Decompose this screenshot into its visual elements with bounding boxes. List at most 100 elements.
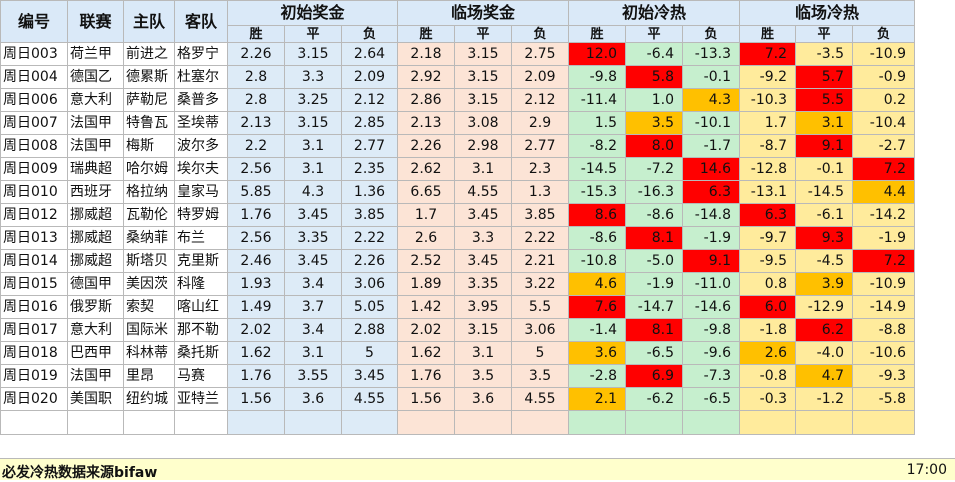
table-row: 周日019 法国甲 里昂 马赛 1.76 3.55 3.45 1.76 3.5 3.5 -2.8 6.… [0, 364, 915, 388]
league: 俄罗斯 [67, 295, 124, 319]
away-team: 科隆 [174, 272, 228, 296]
live-cold-draw: 4.7 [795, 364, 853, 388]
initial-bonus-lose: 2.09 [341, 65, 398, 89]
league: 美国职 [67, 387, 124, 411]
initial-bonus-lose: 3.06 [341, 272, 398, 296]
live-bonus-lose: 2.22 [511, 226, 569, 250]
sub-lose: 负 [852, 25, 915, 43]
initial-cold-draw: 3.5 [625, 111, 683, 135]
blank-cell [739, 410, 796, 435]
initial-bonus-lose: 3.45 [341, 364, 398, 388]
home-team: 德累斯 [123, 65, 175, 89]
live-bonus-lose: 5.5 [511, 295, 569, 319]
live-bonus-win: 1.62 [397, 341, 455, 365]
sub-draw: 平 [454, 25, 512, 43]
live-cold-draw: -0.1 [795, 157, 853, 181]
sub-lose: 负 [511, 25, 569, 43]
live-bonus-win: 1.42 [397, 295, 455, 319]
initial-cold-draw: 1.0 [625, 88, 683, 112]
header-row: 编号 联赛 主队 客队 初始奖金 临场奖金 初始冷热 临场冷热 [0, 0, 915, 43]
live-bonus-draw: 3.95 [454, 295, 512, 319]
header-id: 编号 [0, 0, 68, 43]
blank-cell [123, 410, 175, 435]
live-bonus-lose: 3.5 [511, 364, 569, 388]
header-initial-bonus: 初始奖金 [227, 0, 398, 26]
live-cold-draw: -1.2 [795, 387, 853, 411]
league: 德国甲 [67, 272, 124, 296]
initial-bonus-win: 1.76 [227, 364, 285, 388]
initial-bonus-lose: 2.88 [341, 318, 398, 342]
blank-cell [67, 410, 124, 435]
header-league: 联赛 [67, 0, 124, 43]
initial-cold-win: 12.0 [568, 42, 626, 66]
live-cold-lose: 7.2 [852, 249, 915, 273]
initial-cold-win: -9.8 [568, 65, 626, 89]
sub-draw: 平 [795, 25, 853, 43]
live-cold-win: 1.7 [739, 111, 796, 135]
initial-cold-lose: -10.1 [682, 111, 740, 135]
header-live-cold: 临场冷热 [739, 0, 915, 26]
initial-cold-win: 1.5 [568, 111, 626, 135]
initial-bonus-win: 1.49 [227, 295, 285, 319]
sub-lose: 负 [341, 25, 398, 43]
header-live-bonus: 临场奖金 [397, 0, 569, 26]
live-cold-win: 6.0 [739, 295, 796, 319]
live-bonus-win: 2.62 [397, 157, 455, 181]
initial-bonus-draw: 4.3 [284, 180, 342, 204]
initial-cold-draw: 8.1 [625, 226, 683, 250]
home-team: 斯塔贝 [123, 249, 175, 273]
home-team: 国际米 [123, 318, 175, 342]
initial-cold-draw: -6.4 [625, 42, 683, 66]
table-row: 周日010 西班牙 格拉纳 皇家马 5.85 4.3 1.36 6.65 4.55 1.3 -15.… [0, 180, 915, 204]
initial-bonus-lose: 2.77 [341, 134, 398, 158]
initial-bonus-lose: 2.26 [341, 249, 398, 273]
away-team: 亚特兰 [174, 387, 228, 411]
live-bonus-win: 2.86 [397, 88, 455, 112]
live-cold-draw: -14.5 [795, 180, 853, 204]
league: 德国乙 [67, 65, 124, 89]
table-row: 周日015 德国甲 美因茨 科隆 1.93 3.4 3.06 1.89 3.35 3.22 4.6-… [0, 272, 915, 296]
header-away: 客队 [174, 0, 228, 43]
home-team: 索契 [123, 295, 175, 319]
live-cold-win: -9.7 [739, 226, 796, 250]
away-team: 格罗宁 [174, 42, 228, 66]
live-cold-lose: -10.9 [852, 272, 915, 296]
initial-bonus-win: 2.13 [227, 111, 285, 135]
match-id: 周日014 [0, 249, 68, 273]
league: 法国甲 [67, 111, 124, 135]
live-cold-draw: 5.7 [795, 65, 853, 89]
blank-cell [795, 410, 853, 435]
home-team: 科林蒂 [123, 341, 175, 365]
live-cold-win: -13.1 [739, 180, 796, 204]
away-team: 桑普多 [174, 88, 228, 112]
live-cold-draw: 9.3 [795, 226, 853, 250]
home-team: 纽约城 [123, 387, 175, 411]
live-cold-lose: 7.2 [852, 157, 915, 181]
initial-bonus-draw: 3.25 [284, 88, 342, 112]
match-id: 周日016 [0, 295, 68, 319]
away-team: 喀山红 [174, 295, 228, 319]
initial-bonus-draw: 3.15 [284, 111, 342, 135]
live-bonus-draw: 3.45 [454, 203, 512, 227]
home-team: 格拉纳 [123, 180, 175, 204]
live-bonus-win: 2.6 [397, 226, 455, 250]
initial-bonus-win: 2.56 [227, 226, 285, 250]
match-id: 周日009 [0, 157, 68, 181]
live-cold-draw: 5.5 [795, 88, 853, 112]
initial-bonus-lose: 2.22 [341, 226, 398, 250]
live-cold-lose: -2.7 [852, 134, 915, 158]
live-cold-win: -1.8 [739, 318, 796, 342]
blank-cell [625, 410, 683, 435]
live-bonus-lose: 3.06 [511, 318, 569, 342]
home-team: 瓦勒伦 [123, 203, 175, 227]
live-cold-win: -9.2 [739, 65, 796, 89]
live-bonus-win: 2.18 [397, 42, 455, 66]
header-home: 主队 [123, 0, 175, 43]
league: 挪威超 [67, 226, 124, 250]
live-cold-draw: 3.9 [795, 272, 853, 296]
sub-draw: 平 [625, 25, 683, 43]
initial-cold-lose: -9.6 [682, 341, 740, 365]
home-team: 哈尔姆 [123, 157, 175, 181]
initial-bonus-win: 1.62 [227, 341, 285, 365]
live-cold-draw: -3.5 [795, 42, 853, 66]
